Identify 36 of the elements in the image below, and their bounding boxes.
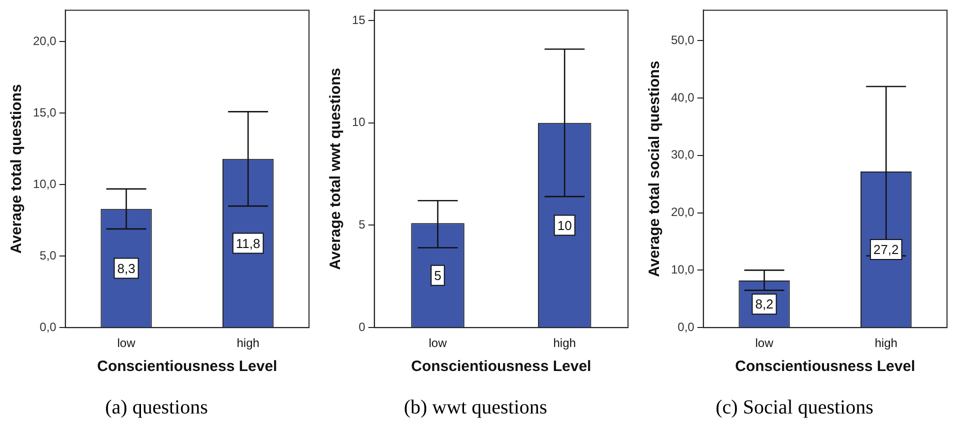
x-tick-label: high xyxy=(553,336,576,350)
text: (c) Social questions xyxy=(716,396,874,418)
y-tick-label: 40,0 xyxy=(670,90,695,104)
data-label: 8,3 xyxy=(117,260,136,276)
y-tick-label: 30,0 xyxy=(670,148,695,162)
data-label: 5 xyxy=(434,268,442,283)
y-axis-title: Average total questions xyxy=(8,84,26,254)
y-tick-label: 10 xyxy=(352,115,366,130)
y-tick-label: 15,0 xyxy=(32,105,57,120)
y-tick-label: 10,0 xyxy=(670,262,695,277)
y-tick-label: 15 xyxy=(352,12,366,27)
x-axis-title: Conscientiousness Level xyxy=(97,358,278,376)
x-tick-label: low xyxy=(117,336,136,350)
y-tick-label: 0 xyxy=(358,320,366,334)
y-axis-title: Average total social questions xyxy=(646,60,664,277)
data-label: 11,8 xyxy=(236,236,260,251)
y-tick-label: 5 xyxy=(358,218,366,232)
x-tick-label: high xyxy=(236,336,260,350)
y-tick-label: 10,0 xyxy=(32,176,57,191)
data-label: 10 xyxy=(557,218,572,233)
data-label: 8,2 xyxy=(755,296,774,312)
y-tick-label: 5,0 xyxy=(40,248,57,262)
data-label: 27,2 xyxy=(873,242,899,258)
x-tick-label: low xyxy=(428,336,448,350)
text: (a) questions xyxy=(105,396,208,418)
x-axis-title: Conscientiousness Level xyxy=(735,358,916,376)
y-tick-label: 0,0 xyxy=(40,320,57,334)
y-axis-title: Average total wwt questions xyxy=(327,68,344,270)
y-tick-label: 0,0 xyxy=(678,320,695,334)
y-tick-label: 50,0 xyxy=(670,32,695,47)
text: (b) wwt questions xyxy=(404,396,548,418)
x-tick-label: high xyxy=(874,336,898,350)
y-tick-label: 20,0 xyxy=(32,34,57,48)
y-tick-label: 20,0 xyxy=(670,205,695,220)
x-axis-title: Conscientiousness Level xyxy=(411,358,592,376)
x-tick-label: low xyxy=(755,336,774,350)
